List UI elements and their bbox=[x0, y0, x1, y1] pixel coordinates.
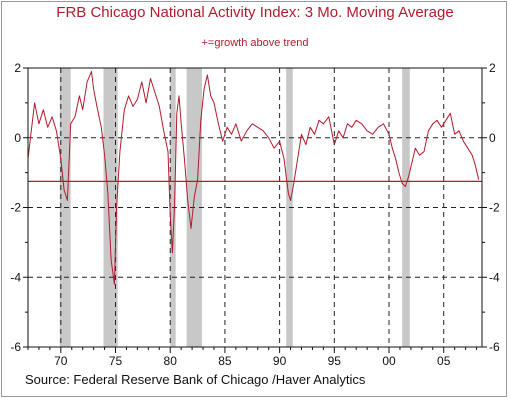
chart-source: Source: Federal Reserve Bank of Chicago … bbox=[25, 372, 366, 387]
y-tick-label-right-2: -2 bbox=[489, 201, 500, 215]
series-group bbox=[27, 71, 480, 285]
y-tick-label-right-0: 2 bbox=[489, 61, 496, 75]
gridlines-group bbox=[28, 68, 482, 347]
y-tick-label-left-0: 2 bbox=[14, 61, 21, 75]
y-tick-label-right-1: 0 bbox=[489, 131, 496, 145]
x-tick-label-5: 95 bbox=[328, 354, 342, 368]
y-tick-label-left-2: -2 bbox=[10, 201, 21, 215]
chart-title: FRB Chicago National Activity Index: 3 M… bbox=[56, 4, 454, 21]
tick-labels-group: 70 75 80 85 90 95 00 052 20 0-2 -2-4 -4-6 -6 bbox=[10, 61, 500, 368]
axes-group bbox=[23, 67, 487, 353]
x-tick-label-4: 90 bbox=[273, 354, 287, 368]
x-tick-label-3: 85 bbox=[218, 354, 232, 368]
x-tick-label-6: 00 bbox=[382, 354, 396, 368]
x-tick-label-0: 70 bbox=[54, 354, 68, 368]
y-tick-label-left-4: -6 bbox=[10, 340, 21, 354]
y-tick-label-right-3: -4 bbox=[489, 270, 500, 284]
y-tick-label-left-3: -4 bbox=[10, 270, 21, 284]
chart-subtitle: +=growth above trend bbox=[201, 37, 309, 49]
x-tick-label-7: 05 bbox=[437, 354, 451, 368]
series-line-0 bbox=[27, 71, 480, 285]
x-tick-label-1: 75 bbox=[109, 354, 123, 368]
y-tick-label-right-4: -6 bbox=[489, 340, 500, 354]
recession-band-5 bbox=[402, 68, 410, 347]
y-tick-label-left-1: 0 bbox=[14, 131, 21, 145]
x-tick-label-2: 80 bbox=[164, 354, 178, 368]
